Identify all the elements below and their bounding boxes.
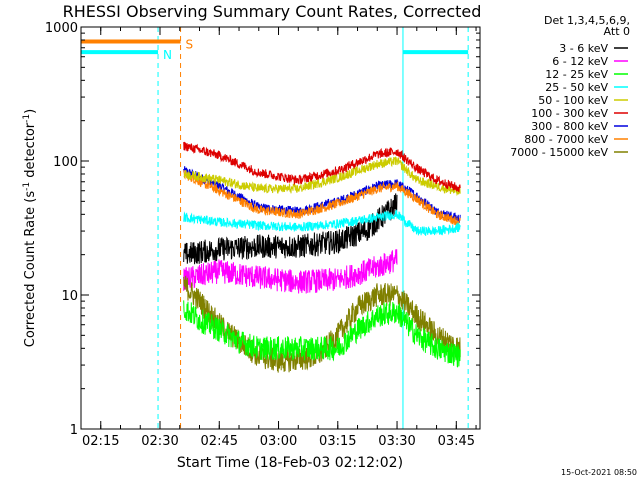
legend-label-50-100-kev: 50 - 100 keV [538, 94, 608, 107]
axes: 1 10 100 1000 02:15 02:30 02:45 03:00 03:15 03:30… [45, 21, 480, 449]
flag-layer: NS [81, 37, 469, 62]
chart-title: RHESSI Observing Summary Count Rates, Co… [63, 2, 482, 21]
y-axis-label-end: ) [23, 109, 38, 114]
marker-lines [157, 27, 469, 429]
legend-header-1: Att 0 [604, 25, 630, 38]
y-tick-label-100: 100 [53, 155, 78, 170]
x-tick-label-03-15: 03:15 [319, 434, 356, 449]
y-tick-label-1: 1 [70, 423, 78, 438]
legend-label-100-300-kev: 100 - 300 keV [531, 107, 608, 120]
footer-date: 15-Oct-2021 08:50 [561, 468, 637, 477]
series-line-50-100-kev [183, 156, 461, 197]
legend-header-0: Det 1,3,4,5,6,9, [544, 14, 630, 27]
y-axis-label: Corrected Count Rate (s-1 detector-1) [22, 109, 38, 347]
legend-label-7000-15000-kev: 7000 - 15000 keV [510, 146, 608, 159]
legend-label-6-12-kev: 6 - 12 keV [552, 55, 608, 68]
series-line-3-6-kev [183, 193, 398, 265]
x-tick-label-03-30: 03:30 [378, 434, 415, 449]
y-axis-label-sup2: -1 [22, 114, 32, 123]
flag-label-s: S [186, 37, 194, 51]
y-axis-label-main: Corrected Count Rate (s [23, 191, 38, 348]
x-tick-label-02-45: 02:45 [201, 434, 238, 449]
y-axis-label-mid: detector [23, 122, 38, 182]
x-tick-label-03-00: 03:00 [260, 434, 297, 449]
series-line-100-300-kev [183, 141, 461, 193]
series-line-800-7000-kev [183, 170, 461, 226]
series-layer [183, 141, 461, 373]
legend-label-12-25-kev: 12 - 25 keV [545, 68, 608, 81]
legend-label-3-6-kev: 3 - 6 keV [559, 42, 608, 55]
series-line-12-25-kev [183, 300, 461, 368]
x-tick-label-02-15: 02:15 [82, 434, 119, 449]
legend-label-800-7000-kev: 800 - 7000 keV [524, 133, 608, 146]
y-tick-label-10: 10 [61, 289, 78, 304]
x-tick-label-02-30: 02:30 [141, 434, 178, 449]
y-tick-label-1000: 1000 [45, 21, 78, 36]
legend-label-25-50-kev: 25 - 50 keV [545, 81, 608, 94]
x-tick-label-03-45: 03:45 [438, 434, 475, 449]
series-line-25-50-kev [183, 209, 461, 236]
y-axis-label-sup1: -1 [22, 182, 32, 191]
legend-label-300-800-kev: 300 - 800 keV [531, 120, 608, 133]
series-line-6-12-kev [183, 249, 398, 294]
x-axis-label: Start Time (18-Feb-03 02:12:02) [177, 455, 403, 471]
plot-frame [80, 26, 481, 430]
flag-label-n: N [163, 48, 172, 62]
